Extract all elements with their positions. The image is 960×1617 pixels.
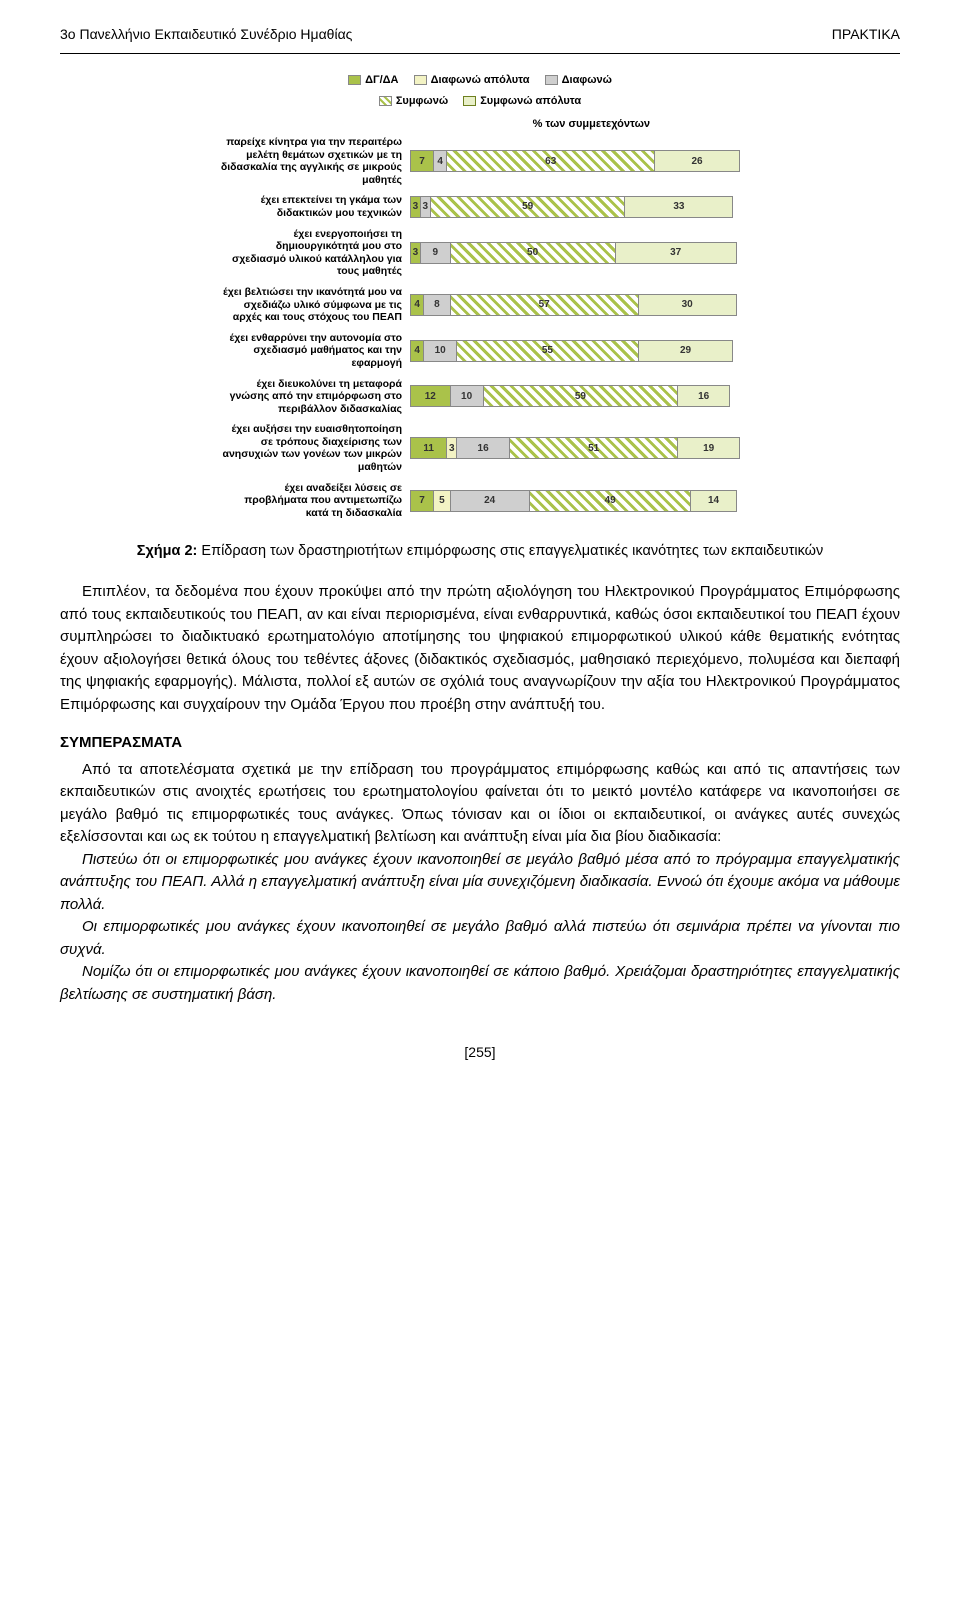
bar-segment-agr: 50 [450, 242, 615, 264]
chart-row-label: παρείχε κίνητρα για την περαιτέρω μελέτη… [220, 136, 410, 186]
swatch-agra [463, 96, 476, 106]
chart-row: έχει διευκολύνει τη μεταφορά γνώσης από … [220, 378, 740, 416]
quote-3: Νομίζω ότι οι επιμορφωτικές μου ανάγκες … [60, 961, 900, 1006]
legend-item-agr: Συμφωνώ [379, 93, 448, 110]
bar-segment-agr: 51 [509, 437, 677, 459]
swatch-dgda [348, 75, 361, 85]
bar-segment-agra: 26 [654, 150, 740, 172]
chart-row-label: έχει αυξήσει την ευαισθητοποίηση σε τρόπ… [220, 423, 410, 473]
bar-segment-agra: 30 [638, 294, 737, 316]
legend-item-dis: Διαφωνώ [545, 72, 612, 89]
chart-rows-container: παρείχε κίνητρα για την περαιτέρω μελέτη… [220, 136, 740, 519]
bar-segment-agr: 63 [446, 150, 654, 172]
quote-2: Οι επιμορφωτικές μου ανάγκες έχουν ικανο… [60, 916, 900, 961]
legend-item-agra: Συμφωνώ απόλυτα [463, 93, 581, 110]
figure-label: Σχήμα 2: [137, 543, 198, 559]
bar-segment-agr: 57 [450, 294, 638, 316]
bar-segment-agr: 59 [483, 385, 678, 407]
legend-label: Διαφωνώ [562, 72, 612, 89]
bar-segment-dgda: 12 [410, 385, 450, 407]
bar-segment-dgda: 3 [410, 242, 420, 264]
bar-segment-agra: 29 [638, 340, 734, 362]
chart-bar: 113165119 [410, 437, 740, 459]
bar-segment-agra: 33 [624, 196, 733, 218]
bar-segment-dgda: 11 [410, 437, 446, 459]
bar-segment-dis: 24 [450, 490, 529, 512]
chart-row: έχει ενεργοποιήσει τη δημιουργικότητά μο… [220, 228, 740, 278]
figure-caption: Σχήμα 2: Επίδραση των δραστηριοτήτων επι… [60, 541, 900, 563]
bar-segment-agra: 19 [677, 437, 740, 459]
chart-row: έχει επεκτείνει τη γκάμα των διδακτικών … [220, 194, 740, 219]
chart-legend: ΔΓ/ΔΑ Διαφωνώ απόλυτα Διαφωνώ Συμφωνώ [220, 72, 740, 112]
figure-caption-text: Επίδραση των δραστηριοτήτων επιμόρφωσης … [197, 543, 823, 559]
page-number: [255] [60, 1042, 900, 1063]
chart-row-label: έχει ενθαρρύνει την αυτονομία στο σχεδια… [220, 332, 410, 370]
bar-segment-dis: 4 [433, 150, 446, 172]
bar-segment-dis: 16 [456, 437, 509, 459]
chart-row-label: έχει ενεργοποιήσει τη δημιουργικότητά μο… [220, 228, 410, 278]
bar-segment-agra: 37 [615, 242, 737, 264]
bar-segment-agr: 55 [456, 340, 638, 362]
swatch-agr [379, 96, 392, 106]
bar-segment-dgda: 7 [410, 490, 433, 512]
paragraph-1: Επιπλέον, τα δεδομένα που έχουν προκύψει… [60, 581, 900, 716]
chart-axis-title: % των συμμετεχόντων [220, 116, 740, 133]
chart-bar: 335933 [410, 196, 740, 218]
chart-row-label: έχει διευκολύνει τη μεταφορά γνώσης από … [220, 378, 410, 416]
chart-row: έχει βελτιώσει την ικανότητά μου να σχεδ… [220, 286, 740, 324]
chart-bar: 746326 [410, 150, 740, 172]
page-header: 3ο Πανελλήνιο Εκπαιδευτικό Συνέδριο Ημαθ… [60, 24, 900, 45]
paragraph-2: Από τα αποτελέσματα σχετικά με την επίδρ… [60, 759, 900, 849]
legend-label: ΔΓ/ΔΑ [365, 72, 398, 89]
header-rule [60, 53, 900, 54]
header-left: 3ο Πανελλήνιο Εκπαιδευτικό Συνέδριο Ημαθ… [60, 24, 352, 45]
chart-bar: 4105529 [410, 340, 740, 362]
chart-bar: 75244914 [410, 490, 740, 512]
chart-row: έχει ενθαρρύνει την αυτονομία στο σχεδια… [220, 332, 740, 370]
quote-block: Πιστεύω ότι οι επιμορφωτικές μου ανάγκες… [60, 849, 900, 1007]
header-right: ΠΡΑΚΤΙΚΑ [832, 24, 900, 45]
bar-segment-dis: 9 [420, 242, 450, 264]
chart-bar: 485730 [410, 294, 740, 316]
legend-item-dgda: ΔΓ/ΔΑ [348, 72, 398, 89]
legend-label: Συμφωνώ [396, 93, 448, 110]
chart-row: έχει αυξήσει την ευαισθητοποίηση σε τρόπ… [220, 423, 740, 473]
stacked-bar-chart: ΔΓ/ΔΑ Διαφωνώ απόλυτα Διαφωνώ Συμφωνώ [220, 72, 740, 519]
bar-segment-dis: 8 [423, 294, 449, 316]
bar-segment-agr: 49 [529, 490, 691, 512]
bar-segment-agra: 16 [677, 385, 730, 407]
chart-bar: 12105916 [410, 385, 740, 407]
bar-segment-dgda: 7 [410, 150, 433, 172]
legend-item-disa: Διαφωνώ απόλυτα [414, 72, 530, 89]
bar-segment-dis: 3 [420, 196, 430, 218]
bar-segment-dis: 10 [423, 340, 456, 362]
chart-bar: 395037 [410, 242, 740, 264]
chart-row-label: έχει αναδείξει λύσεις σε προβλήματα που … [220, 482, 410, 520]
bar-segment-disa: 3 [446, 437, 456, 459]
chart-row-label: έχει βελτιώσει την ικανότητά μου να σχεδ… [220, 286, 410, 324]
chart-row: έχει αναδείξει λύσεις σε προβλήματα που … [220, 482, 740, 520]
section-heading-conclusions: ΣΥΜΠΕΡΑΣΜΑΤΑ [60, 732, 900, 755]
bar-segment-agra: 14 [690, 490, 736, 512]
bar-segment-dgda: 3 [410, 196, 420, 218]
quote-1: Πιστεύω ότι οι επιμορφωτικές μου ανάγκες… [60, 849, 900, 917]
swatch-disa [414, 75, 427, 85]
legend-label: Διαφωνώ απόλυτα [431, 72, 530, 89]
legend-row-2: Συμφωνώ Συμφωνώ απόλυτα [220, 93, 740, 112]
bar-segment-dgda: 4 [410, 340, 423, 362]
chart-row-label: έχει επεκτείνει τη γκάμα των διδακτικών … [220, 194, 410, 219]
chart-row: παρείχε κίνητρα για την περαιτέρω μελέτη… [220, 136, 740, 186]
legend-row-1: ΔΓ/ΔΑ Διαφωνώ απόλυτα Διαφωνώ [220, 72, 740, 91]
bar-segment-dis: 10 [450, 385, 483, 407]
bar-segment-dgda: 4 [410, 294, 423, 316]
swatch-dis [545, 75, 558, 85]
legend-label: Συμφωνώ απόλυτα [480, 93, 581, 110]
bar-segment-disa: 5 [433, 490, 450, 512]
bar-segment-agr: 59 [430, 196, 625, 218]
